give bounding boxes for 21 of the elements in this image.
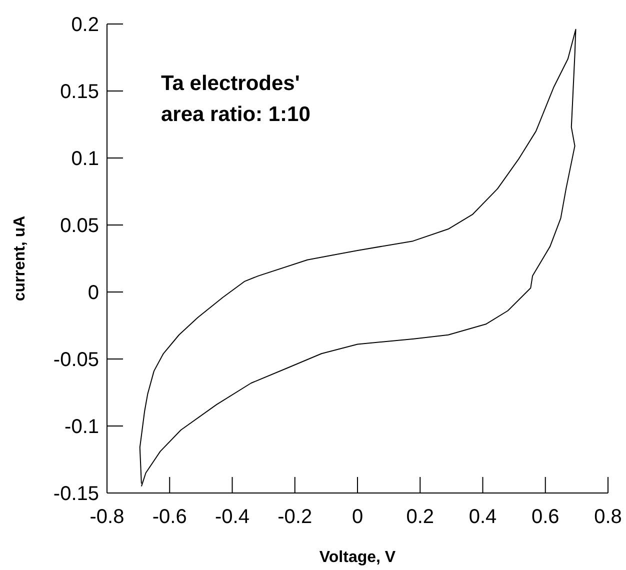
x-tick-label: 0.2 — [406, 506, 434, 528]
y-tick-label: 0.05 — [60, 215, 99, 237]
x-tick-label: 0.6 — [531, 506, 560, 528]
x-tick-label: -0.2 — [278, 506, 312, 528]
x-tick-label: -0.6 — [152, 506, 187, 528]
y-tick-label: 0.1 — [71, 148, 99, 170]
x-tick-label: -0.4 — [215, 506, 250, 528]
x-tick-label: 0 — [352, 506, 364, 528]
y-tick-label: 0.15 — [60, 81, 99, 103]
line-series — [139, 28, 576, 487]
x-axis-title: Voltage, V — [319, 549, 396, 566]
x-tick-label: -0.8 — [90, 506, 124, 528]
y-tick-label: -0.1 — [64, 416, 99, 438]
y-tick-label: -0.15 — [53, 483, 99, 505]
annotation: Ta electrodes' area ratio: 1:10 — [161, 71, 312, 128]
y-tick-label: 0 — [88, 282, 99, 304]
x-tick-label: 0.8 — [594, 506, 622, 528]
x-tick-label: 0.4 — [468, 506, 497, 528]
y-axis-title: current, uA — [12, 215, 29, 302]
y-tick-label: 0.2 — [71, 14, 99, 36]
y-tick-label: -0.05 — [53, 349, 99, 371]
